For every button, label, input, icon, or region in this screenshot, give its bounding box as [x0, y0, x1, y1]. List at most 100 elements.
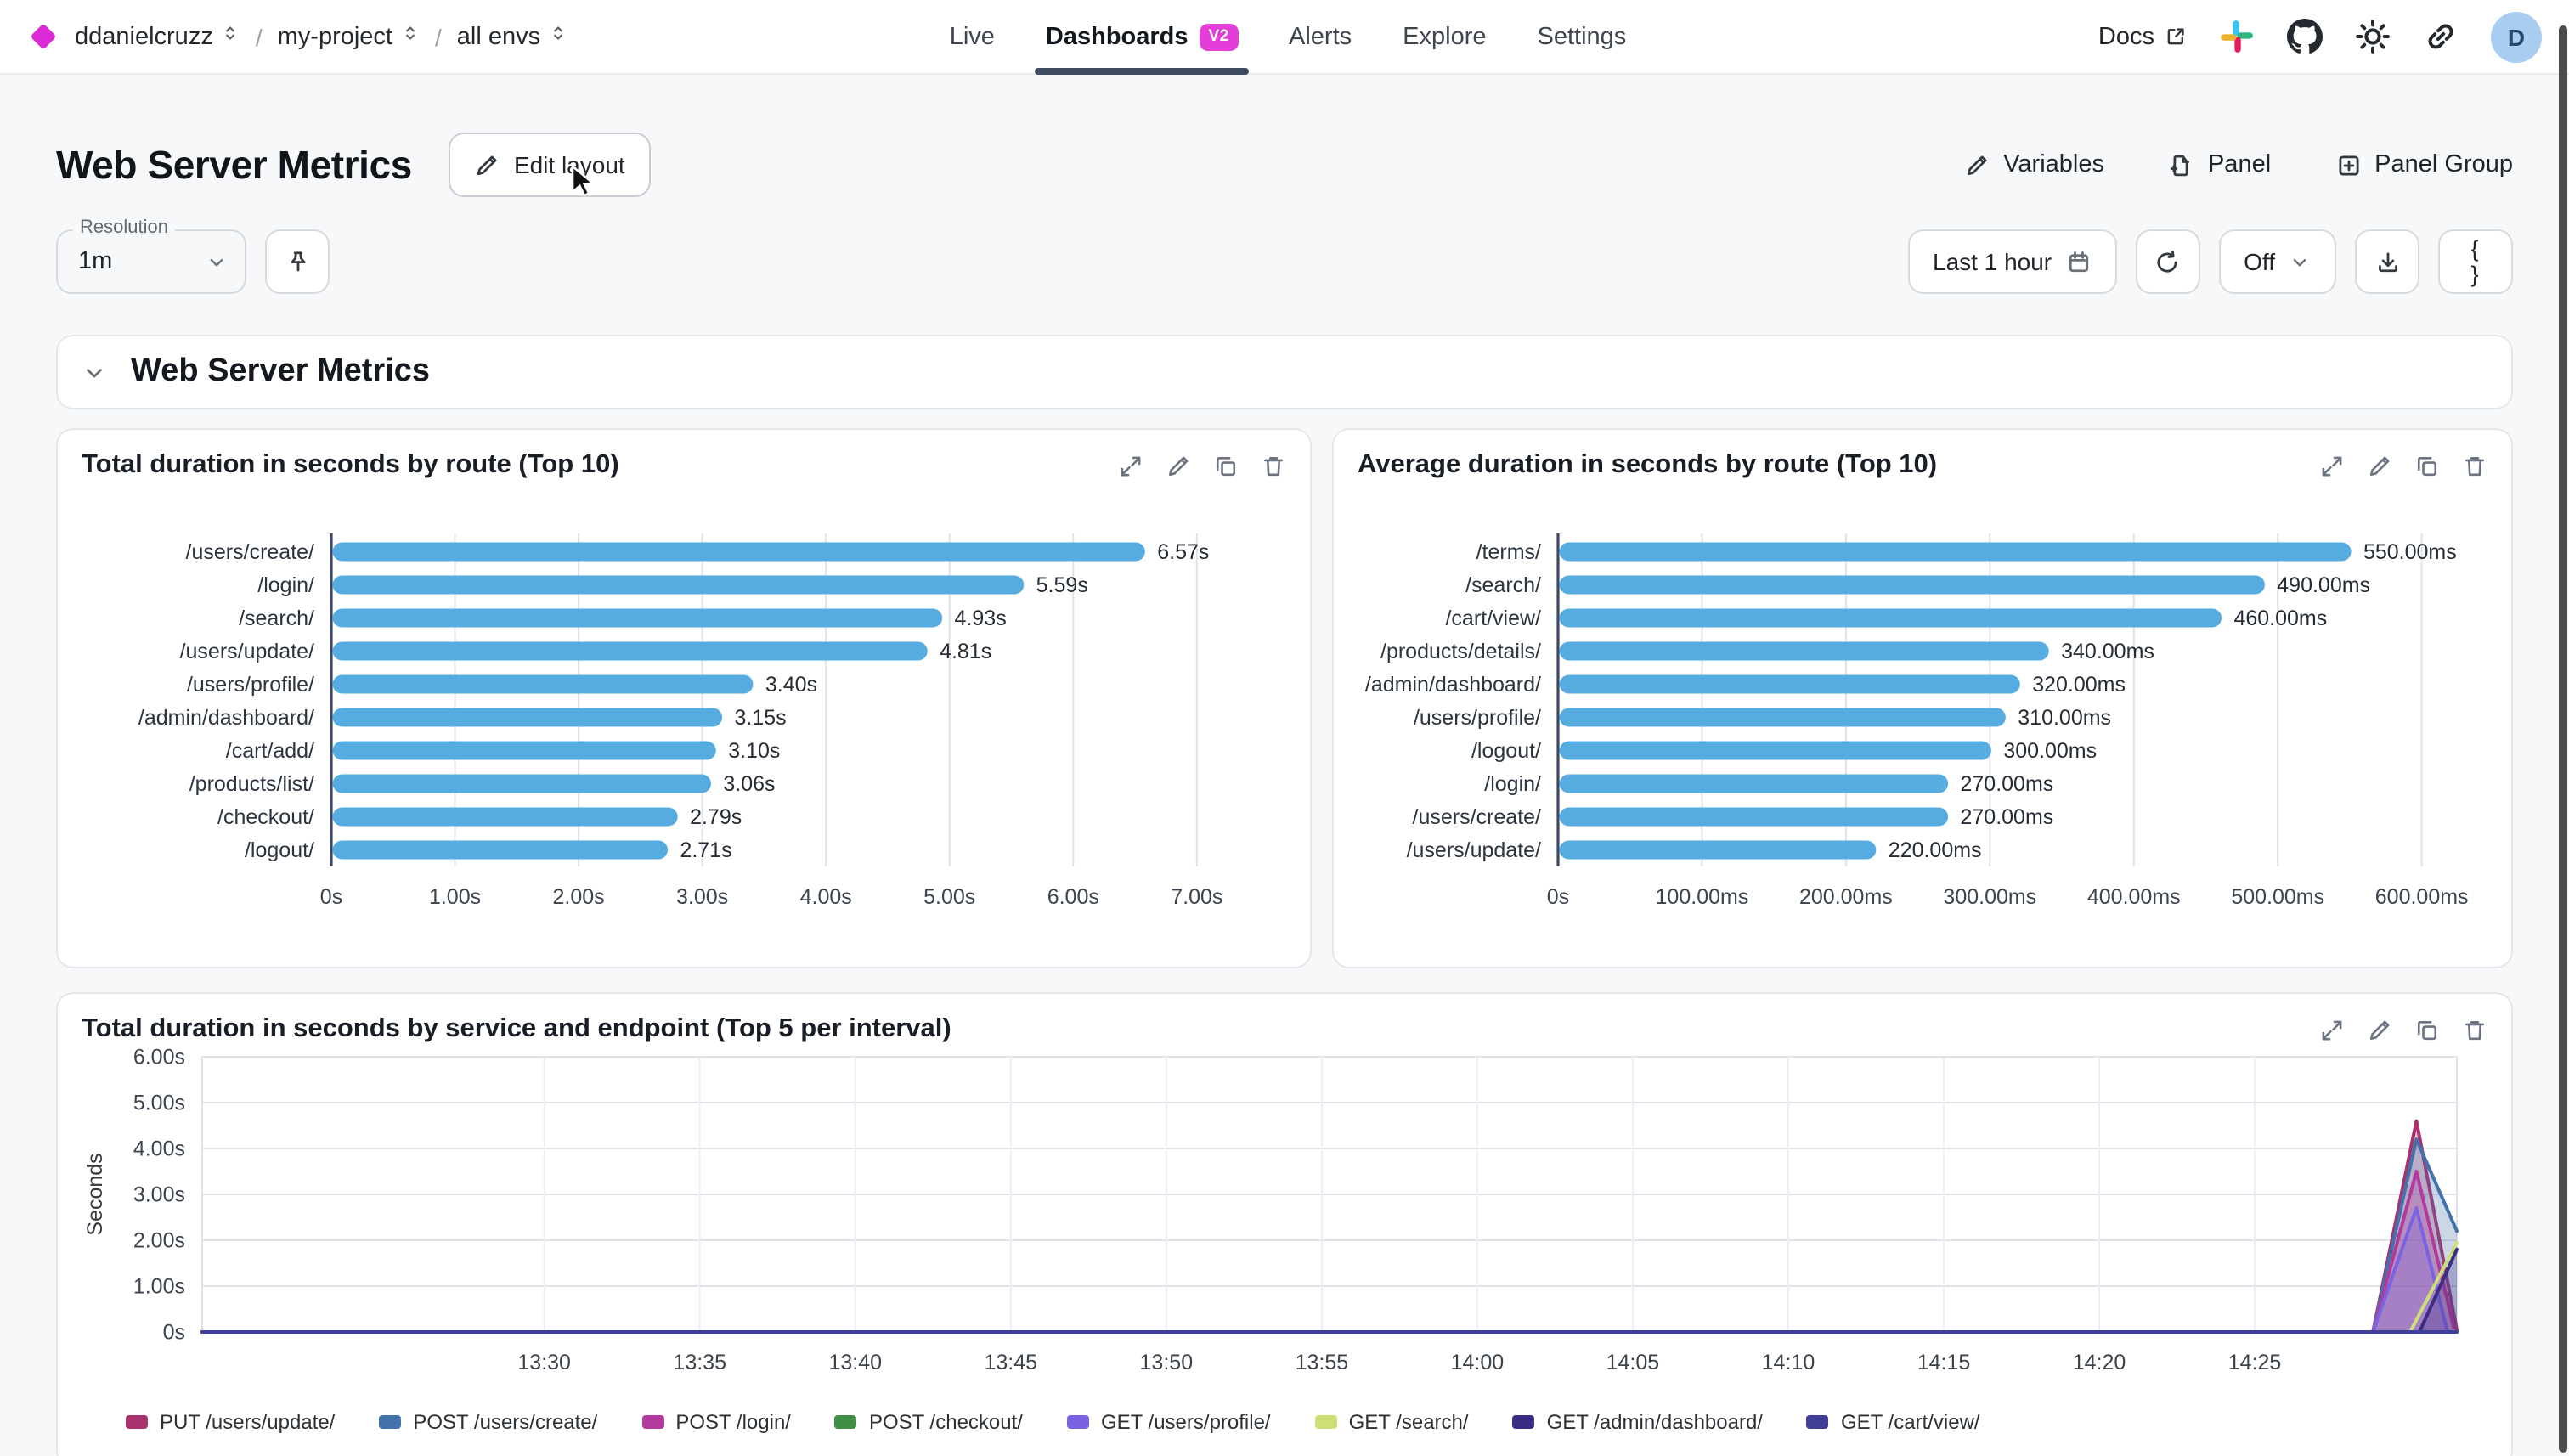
- docs-link[interactable]: Docs: [2098, 23, 2187, 50]
- edit-layout-label: Edit layout: [513, 151, 625, 178]
- download-button[interactable]: [2355, 229, 2419, 294]
- panel-header: Total duration in seconds by route (Top …: [58, 430, 1310, 484]
- breadcrumb-project-label: my-project: [277, 23, 392, 50]
- copy-icon[interactable]: [2414, 1017, 2440, 1042]
- svg-text:/checkout/: /checkout/: [217, 805, 314, 829]
- pin-icon: [285, 249, 310, 274]
- github-icon[interactable]: [2287, 19, 2323, 54]
- legend-color-chip: [1512, 1415, 1535, 1429]
- legend-item[interactable]: GET /search/: [1314, 1410, 1469, 1434]
- svg-text:14:00: 14:00: [1451, 1351, 1505, 1374]
- time-range-button[interactable]: Last 1 hour: [1907, 229, 2117, 294]
- edit-layout-button[interactable]: Edit layout: [449, 133, 651, 197]
- filePlus-icon: [2169, 152, 2194, 178]
- add-panel-button[interactable]: Panel: [2169, 151, 2271, 178]
- auto-refresh-select[interactable]: Off: [2218, 229, 2336, 294]
- tab-alerts[interactable]: Alerts: [1289, 0, 1352, 74]
- resolution-label: Resolution: [73, 217, 175, 238]
- legend-label: GET /search/: [1348, 1410, 1469, 1434]
- legend-color-chip: [126, 1415, 148, 1429]
- svg-text:0s: 0s: [163, 1321, 185, 1345]
- edit-icon[interactable]: [1166, 453, 1191, 478]
- copy-icon[interactable]: [1213, 453, 1239, 478]
- action-label: Panel Group: [2374, 151, 2513, 178]
- tab-explore[interactable]: Explore: [1403, 0, 1486, 74]
- svg-text:13:45: 13:45: [984, 1351, 1037, 1374]
- legend-item[interactable]: GET /cart/view/: [1806, 1410, 1980, 1434]
- svg-text:/logout/: /logout/: [1471, 739, 1541, 763]
- charts-row: Total duration in seconds by route (Top …: [56, 428, 2513, 968]
- share-link-icon[interactable]: [2423, 19, 2459, 54]
- panel-header: Average duration in seconds by route (To…: [1334, 430, 2511, 484]
- variables-button[interactable]: Variables: [1964, 151, 2104, 178]
- svg-text:14:15: 14:15: [1917, 1351, 1971, 1374]
- resolution-select[interactable]: Resolution 1m: [56, 217, 246, 294]
- svg-text:4.00s: 4.00s: [800, 885, 852, 909]
- line-chart-svg: 0s 1.00s 2.00s 3.00s 4.00s 5.00s 6.00s 13:30 13:…: [83, 1046, 2459, 1374]
- svg-text:13:35: 13:35: [673, 1351, 726, 1374]
- svg-text:/users/update/: /users/update/: [1407, 838, 1541, 862]
- tab-live[interactable]: Live: [950, 0, 995, 74]
- svg-text:200.00ms: 200.00ms: [1799, 885, 1893, 909]
- delete-icon[interactable]: [1261, 453, 1286, 478]
- breadcrumb-org-label: ddanielcruzz: [75, 23, 213, 50]
- svg-text:2.00s: 2.00s: [553, 885, 605, 909]
- delete-icon[interactable]: [2462, 1017, 2487, 1042]
- bar-chart-total-duration: 0s 1.00s 2.00s 3.00s 4.00s 5.00s 6.00s 7.00s/us…: [58, 484, 1310, 928]
- tab-settings[interactable]: Settings: [1538, 0, 1627, 74]
- section-title: Web Server Metrics: [131, 353, 431, 389]
- svg-text:5.59s: 5.59s: [1036, 573, 1088, 597]
- add-panel-group-button[interactable]: Panel Group: [2335, 151, 2513, 178]
- breadcrumb-env-selector[interactable]: all envs: [457, 22, 567, 51]
- svg-text:3.10s: 3.10s: [728, 739, 780, 763]
- bar-chart-svg: 0s 100.00ms 200.00ms 300.00ms 400.00ms 500.00…: [1365, 533, 2469, 909]
- dashboard-main: Web Server Metrics Edit layout Variables…: [0, 131, 2569, 1456]
- svg-text:3.00s: 3.00s: [676, 885, 728, 909]
- legend-item[interactable]: GET /users/profile/: [1066, 1410, 1271, 1434]
- svg-text:300.00ms: 300.00ms: [2003, 739, 2097, 763]
- tab-label: Live: [949, 23, 995, 50]
- download-icon: [2374, 249, 2400, 274]
- section-header[interactable]: Web Server Metrics: [56, 335, 2513, 409]
- svg-text:/admin/dashboard/: /admin/dashboard/: [138, 706, 314, 730]
- pin-button[interactable]: [265, 229, 330, 294]
- vertical-scrollbar[interactable]: [2559, 25, 2567, 1453]
- svg-text:4.93s: 4.93s: [955, 607, 1007, 630]
- breadcrumb-org-selector[interactable]: ddanielcruzz: [75, 22, 240, 51]
- legend-item[interactable]: POST /checkout/: [834, 1410, 1023, 1434]
- avatar-initial: D: [2507, 23, 2526, 50]
- updown-chevron-icon: [222, 22, 240, 51]
- expand-icon[interactable]: [2319, 453, 2345, 478]
- breadcrumb-project-selector[interactable]: my-project: [278, 22, 420, 51]
- legend-item[interactable]: POST /users/create/: [379, 1410, 597, 1434]
- refresh-button[interactable]: [2135, 229, 2200, 294]
- theme-sun-icon[interactable]: [2355, 19, 2391, 54]
- page-title: Web Server Metrics: [56, 142, 412, 186]
- json-button[interactable]: { }: [2438, 229, 2513, 294]
- svg-text:6.00s: 6.00s: [133, 1048, 185, 1069]
- breadcrumb-separator: /: [255, 23, 263, 50]
- svg-text:5.00s: 5.00s: [133, 1092, 185, 1115]
- copy-icon[interactable]: [2414, 453, 2440, 478]
- svg-text:13:55: 13:55: [1296, 1351, 1349, 1374]
- svg-text:/search/: /search/: [239, 607, 314, 630]
- slack-icon[interactable]: [2219, 19, 2255, 54]
- svg-text:/users/profile/: /users/profile/: [187, 673, 314, 697]
- edit-icon[interactable]: [2367, 453, 2392, 478]
- tab-dashboards[interactable]: Dashboards V2: [1035, 0, 1248, 74]
- svg-text:14:10: 14:10: [1762, 1351, 1815, 1374]
- expand-icon[interactable]: [1118, 453, 1143, 478]
- legend-item[interactable]: PUT /users/update/: [126, 1410, 335, 1434]
- svg-text:14:20: 14:20: [2073, 1351, 2126, 1374]
- chevron-down-icon: [2289, 251, 2311, 273]
- controls-right: Last 1 hour Off { }: [1907, 229, 2513, 294]
- svg-text:/cart/view/: /cart/view/: [1445, 607, 1541, 630]
- legend-item[interactable]: POST /login/: [641, 1410, 791, 1434]
- delete-icon[interactable]: [2462, 453, 2487, 478]
- svg-text:3.40s: 3.40s: [765, 673, 817, 697]
- action-label: Variables: [2003, 151, 2104, 178]
- user-avatar[interactable]: D: [2491, 11, 2542, 62]
- edit-icon[interactable]: [2367, 1017, 2392, 1042]
- expand-icon[interactable]: [2319, 1017, 2345, 1042]
- legend-item[interactable]: GET /admin/dashboard/: [1512, 1410, 1763, 1434]
